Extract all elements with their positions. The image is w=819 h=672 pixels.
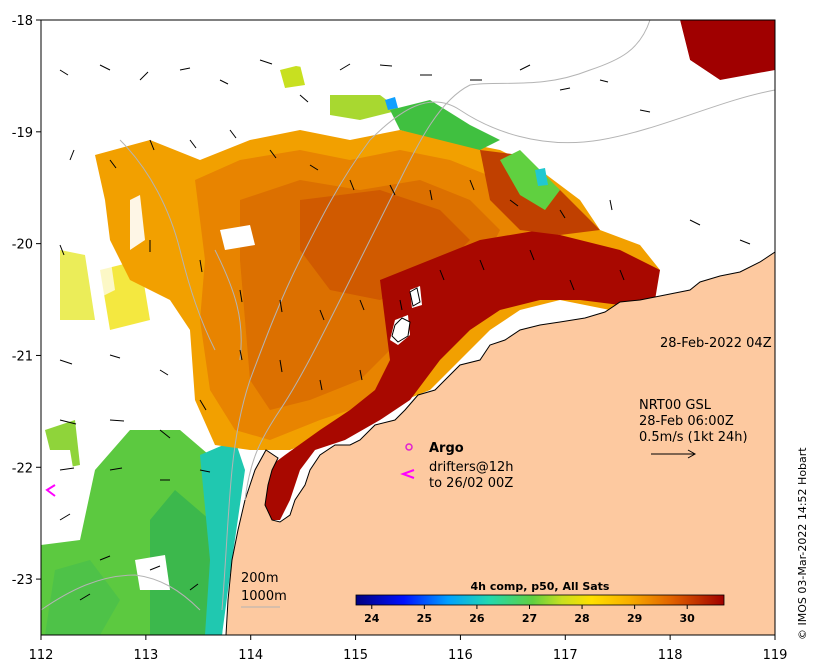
x-tick-label: 116	[448, 648, 473, 663]
currents-time: 28-Feb 06:00Z	[639, 414, 734, 429]
drifter-track-west	[45, 484, 56, 497]
y-tick-label: -20	[12, 238, 33, 253]
credit-text: © IMOS 03-Mar-2022 14:52 Hobart	[796, 447, 809, 640]
island	[409, 287, 421, 307]
colorbar: 4h comp, p50, All Sats 24 25 26 27 28 29 30	[355, 580, 725, 625]
x-tick-label: 115	[343, 648, 368, 663]
current-vectors	[59, 59, 751, 601]
isobath-200: 200m	[241, 571, 278, 586]
y-tick-label: -19	[12, 126, 33, 141]
colorbar-ticks: 24 25 26 27 28 29 30	[364, 605, 695, 625]
drifters-label-2: to 26/02 00Z	[429, 476, 513, 491]
timestamp: 28-Feb-2022 04Z	[660, 336, 772, 351]
x-axis: 112 113 114 115 116 117 118 119	[29, 635, 788, 663]
y-axis: -18 -19 -20 -21 -22 -23	[12, 14, 41, 588]
y-tick-label: -21	[12, 349, 33, 364]
argo-label: Argo	[429, 441, 464, 456]
colorbar-tick-label: 28	[574, 612, 589, 625]
y-tick-label: -18	[12, 14, 33, 29]
drifters-label: drifters@12h	[429, 460, 514, 475]
x-tick-label: 113	[133, 648, 158, 663]
island	[391, 317, 411, 343]
colorbar-tick-label: 26	[469, 612, 485, 625]
scale-arrow	[651, 449, 697, 459]
colorbar-tick-label: 24	[364, 612, 380, 625]
colorbar-tick-label: 30	[680, 612, 696, 625]
colorbar-gradient	[355, 594, 725, 606]
land-mass	[225, 251, 776, 636]
colorbar-tick-label: 29	[627, 612, 642, 625]
colorbar-tick-label: 27	[522, 612, 537, 625]
drifter-marker	[400, 469, 415, 479]
currents-source: NRT00 GSL	[639, 398, 712, 413]
x-tick-label: 119	[763, 648, 788, 663]
plot-frame	[40, 19, 776, 636]
currents-scale-label: 0.5m/s (1kt 24h)	[639, 430, 748, 445]
colorbar-title: 4h comp, p50, All Sats	[471, 580, 610, 593]
y-tick-label: -23	[12, 573, 33, 588]
isobath-1000: 1000m	[241, 589, 287, 604]
isobath-contours	[40, 19, 776, 611]
colorbar-tick-label: 25	[417, 612, 432, 625]
x-tick-label: 112	[29, 648, 54, 663]
sst-field	[41, 20, 775, 635]
x-tick-label: 114	[238, 648, 263, 663]
x-tick-label: 117	[553, 648, 578, 663]
argo-marker	[405, 443, 413, 451]
y-tick-label: -22	[12, 461, 33, 476]
x-tick-label: 118	[658, 648, 683, 663]
